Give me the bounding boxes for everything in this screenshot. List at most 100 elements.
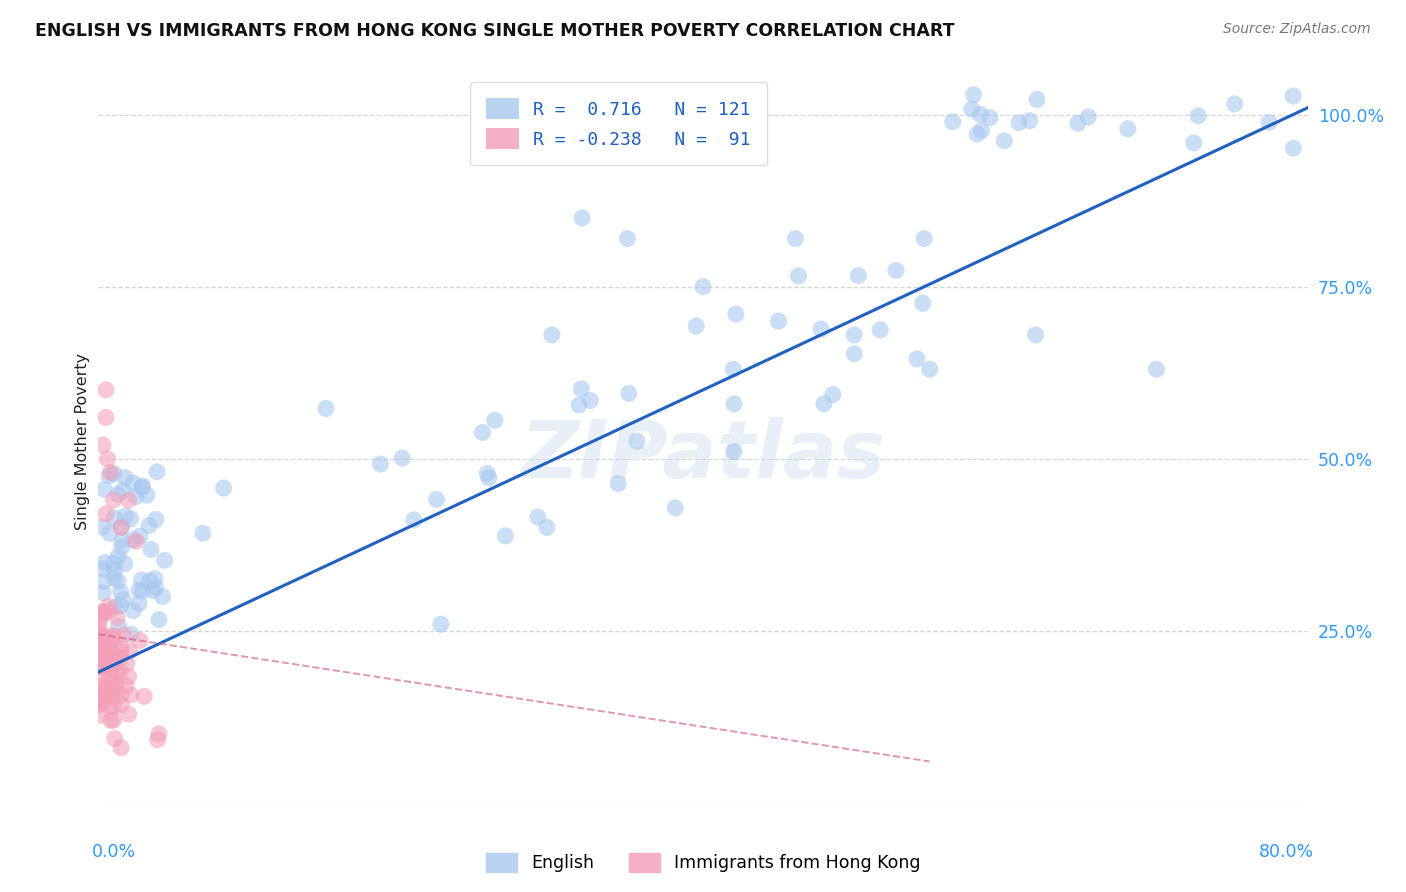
- Point: [110, 599, 132, 613]
- Point: [1077, 110, 1099, 124]
- Point: [723, 362, 745, 376]
- Point: [91, 655, 114, 669]
- Point: [90, 643, 112, 657]
- Point: [91, 649, 114, 664]
- Point: [98, 526, 121, 541]
- Point: [91, 574, 114, 589]
- Point: [1258, 115, 1281, 129]
- Point: [477, 467, 499, 481]
- Point: [110, 520, 132, 534]
- Point: [664, 500, 686, 515]
- Point: [966, 127, 988, 141]
- Point: [87, 623, 110, 637]
- Point: [1008, 116, 1031, 130]
- Point: [579, 393, 602, 408]
- Point: [114, 508, 136, 523]
- Point: [1282, 89, 1305, 103]
- Point: [685, 319, 707, 334]
- Point: [91, 562, 114, 576]
- Point: [91, 520, 114, 534]
- Point: [103, 653, 125, 667]
- Point: [93, 605, 115, 619]
- Point: [115, 679, 138, 693]
- Point: [91, 661, 114, 675]
- Point: [107, 574, 129, 588]
- Point: [810, 322, 832, 336]
- Point: [152, 590, 174, 604]
- Point: [723, 397, 745, 411]
- Point: [112, 628, 135, 642]
- Point: [90, 628, 112, 642]
- Point: [97, 599, 120, 614]
- Point: [148, 727, 170, 741]
- Point: [115, 657, 138, 671]
- Point: [111, 519, 134, 533]
- Point: [1187, 109, 1209, 123]
- Point: [93, 642, 115, 657]
- Point: [103, 713, 125, 727]
- Legend: English, Immigrants from Hong Kong: English, Immigrants from Hong Kong: [479, 846, 927, 879]
- Point: [108, 650, 131, 665]
- Point: [103, 510, 125, 524]
- Point: [568, 398, 591, 412]
- Point: [110, 665, 132, 679]
- Point: [478, 471, 501, 485]
- Point: [90, 697, 112, 711]
- Point: [91, 629, 114, 643]
- Point: [884, 263, 907, 277]
- Point: [120, 512, 142, 526]
- Point: [844, 327, 866, 342]
- Point: [111, 533, 134, 548]
- Point: [495, 529, 517, 543]
- Point: [94, 410, 117, 425]
- Point: [117, 670, 139, 684]
- Point: [148, 613, 170, 627]
- Point: [1182, 136, 1205, 150]
- Text: ENGLISH VS IMMIGRANTS FROM HONG KONG SINGLE MOTHER POVERTY CORRELATION CHART: ENGLISH VS IMMIGRANTS FROM HONG KONG SIN…: [35, 22, 955, 40]
- Point: [571, 211, 593, 225]
- Point: [91, 693, 114, 707]
- Point: [97, 677, 120, 691]
- Point: [89, 708, 111, 723]
- Point: [970, 123, 993, 137]
- Point: [617, 386, 640, 401]
- Point: [90, 658, 112, 673]
- Point: [112, 592, 135, 607]
- Point: [616, 231, 638, 245]
- Point: [118, 493, 141, 508]
- Point: [129, 529, 152, 543]
- Point: [94, 670, 117, 684]
- Point: [105, 650, 128, 665]
- Point: [110, 740, 132, 755]
- Point: [131, 583, 153, 598]
- Point: [94, 383, 117, 397]
- Point: [145, 512, 167, 526]
- Point: [101, 689, 124, 703]
- Point: [146, 465, 169, 479]
- Point: [911, 296, 934, 310]
- Point: [869, 323, 891, 337]
- Point: [104, 599, 127, 614]
- Point: [107, 619, 129, 633]
- Point: [128, 597, 150, 611]
- Point: [94, 507, 117, 521]
- Point: [942, 115, 965, 129]
- Point: [101, 683, 124, 698]
- Point: [569, 382, 592, 396]
- Point: [103, 689, 125, 703]
- Point: [131, 480, 153, 494]
- Point: [912, 231, 935, 245]
- Point: [90, 687, 112, 701]
- Point: [962, 87, 984, 102]
- Point: [122, 533, 145, 547]
- Point: [139, 542, 162, 557]
- Point: [813, 397, 835, 411]
- Point: [425, 492, 447, 507]
- Text: 80.0%: 80.0%: [1258, 843, 1313, 861]
- Point: [103, 556, 125, 570]
- Point: [785, 231, 807, 245]
- Point: [402, 513, 425, 527]
- Point: [138, 518, 160, 533]
- Point: [139, 574, 162, 588]
- Point: [100, 672, 122, 686]
